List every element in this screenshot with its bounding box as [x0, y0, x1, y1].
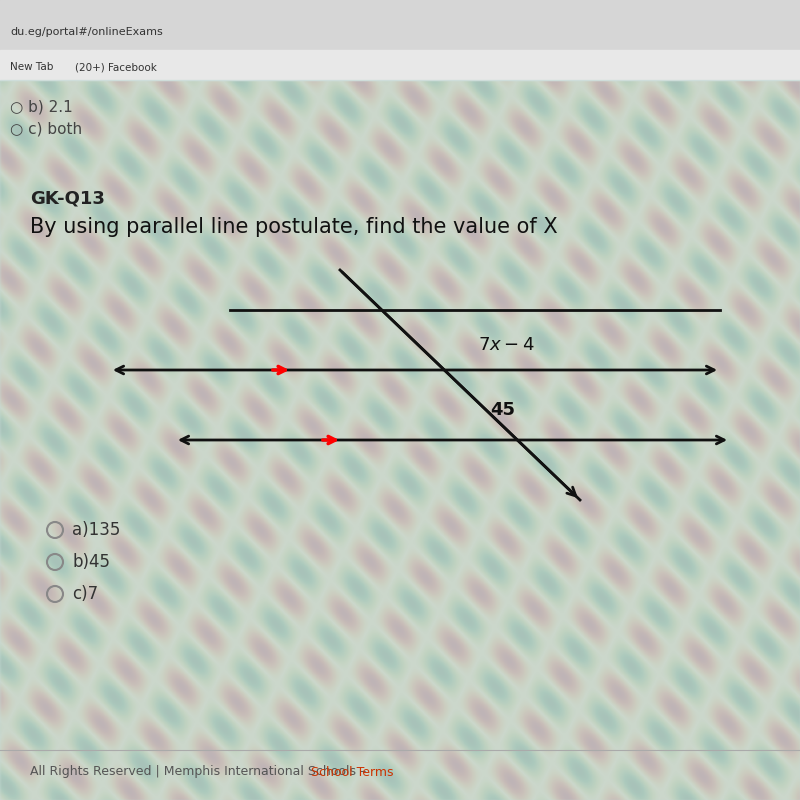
Text: ○ b) 2.1: ○ b) 2.1 [10, 100, 73, 115]
Text: ○ c) both: ○ c) both [10, 122, 82, 137]
Text: c)7: c)7 [72, 585, 98, 603]
Text: b)45: b)45 [72, 553, 110, 571]
Text: a)135: a)135 [72, 521, 120, 539]
Text: By using parallel line postulate, find the value of X: By using parallel line postulate, find t… [30, 217, 558, 237]
Bar [0, 50, 800, 80]
Text: All Rights Reserved | Memphis International Schools –: All Rights Reserved | Memphis Internatio… [30, 766, 370, 778]
Bar [0, 0, 800, 50]
Text: GK-Q13: GK-Q13 [30, 190, 105, 208]
Text: New Tab: New Tab [10, 62, 54, 72]
Text: $7x-4$: $7x-4$ [478, 336, 534, 354]
Text: School Terms: School Terms [310, 766, 394, 778]
Text: 45: 45 [490, 401, 515, 419]
Text: (20+) Facebook: (20+) Facebook [75, 62, 157, 72]
Text: du.eg/portal#/onlineExams: du.eg/portal#/onlineExams [10, 27, 162, 37]
